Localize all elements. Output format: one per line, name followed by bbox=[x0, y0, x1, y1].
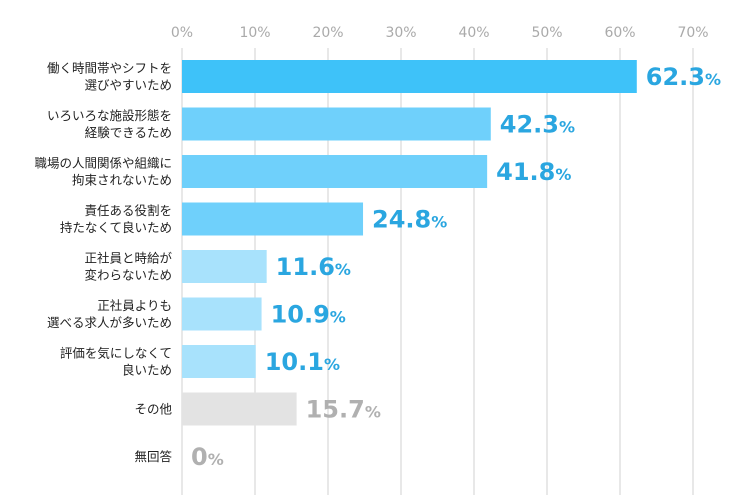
value-number: 24.8 bbox=[372, 206, 431, 234]
value-label: 10.1% bbox=[265, 348, 340, 376]
value-label: 42.3% bbox=[500, 111, 575, 139]
tick-label: 60% bbox=[604, 25, 635, 41]
category-label: 選びやすいため bbox=[84, 78, 172, 93]
category-label: 正社員よりも bbox=[97, 298, 172, 313]
value-unit: % bbox=[431, 213, 447, 232]
category-label: 持たなくて良いため bbox=[60, 220, 172, 235]
value-number: 41.8 bbox=[496, 158, 555, 186]
bar bbox=[182, 107, 491, 141]
value-number: 15.7 bbox=[306, 396, 365, 424]
bar bbox=[182, 392, 297, 426]
tick-label: 0% bbox=[171, 25, 193, 41]
value-unit: % bbox=[324, 355, 340, 374]
category-labels: 働く時間帯やシフトを選びやすいためいろいろな施設形態を経験できるため職場の人間関… bbox=[34, 61, 172, 465]
tick-label: 40% bbox=[458, 25, 489, 41]
value-number: 62.3 bbox=[646, 63, 705, 91]
bar bbox=[182, 202, 364, 236]
value-number: 10.1 bbox=[265, 348, 324, 376]
category-label: 責任ある役割を bbox=[84, 203, 172, 218]
category-label: 選べる求人が多いため bbox=[47, 315, 172, 330]
value-unit: % bbox=[330, 308, 346, 327]
value-unit: % bbox=[559, 118, 575, 137]
value-number: 42.3 bbox=[500, 111, 559, 139]
value-number: 10.9 bbox=[271, 301, 330, 329]
value-unit: % bbox=[365, 403, 381, 422]
category-label: 拘束されないため bbox=[72, 173, 172, 188]
category-label: 職場の人間関係や組織に bbox=[34, 156, 172, 171]
x-axis-ticks: 0% 10% 20% 30% 40% 50% 60% 70% bbox=[171, 25, 709, 41]
value-number: 0 bbox=[191, 443, 208, 471]
value-labels: 62.3%42.3%41.8%24.8%11.6%10.9%10.1%15.7%… bbox=[191, 63, 721, 471]
tick-label: 30% bbox=[385, 25, 416, 41]
category-label: 働く時間帯やシフトを bbox=[47, 61, 172, 76]
bar bbox=[182, 345, 256, 378]
bars bbox=[182, 60, 637, 426]
value-unit: % bbox=[555, 165, 571, 184]
category-label: 変わらないため bbox=[84, 268, 172, 283]
tick-label: 50% bbox=[531, 25, 562, 41]
category-label: 経験できるため bbox=[85, 125, 172, 140]
bar bbox=[182, 60, 637, 93]
value-label: 15.7% bbox=[306, 396, 381, 424]
value-label: 0% bbox=[191, 443, 224, 471]
category-label: その他 bbox=[134, 402, 172, 417]
category-label: 良いため bbox=[122, 363, 172, 378]
value-unit: % bbox=[208, 450, 224, 469]
category-label: いろいろな施設形態を bbox=[47, 108, 172, 123]
tick-label: 20% bbox=[312, 25, 343, 41]
value-label: 41.8% bbox=[496, 158, 571, 186]
bar bbox=[182, 297, 262, 331]
tick-label: 10% bbox=[239, 25, 270, 41]
category-label: 正社員と時給が bbox=[84, 251, 172, 266]
value-label: 62.3% bbox=[646, 63, 721, 91]
value-label: 11.6% bbox=[276, 253, 351, 281]
value-label: 24.8% bbox=[372, 206, 447, 234]
bar bbox=[182, 250, 267, 283]
category-label: 無回答 bbox=[134, 449, 172, 464]
value-label: 10.9% bbox=[271, 301, 346, 329]
value-unit: % bbox=[705, 70, 721, 89]
value-unit: % bbox=[335, 260, 351, 279]
bar bbox=[182, 155, 488, 188]
value-number: 11.6 bbox=[276, 253, 335, 281]
tick-label: 70% bbox=[677, 25, 708, 41]
category-label: 評価を気にしなくて bbox=[60, 346, 172, 361]
